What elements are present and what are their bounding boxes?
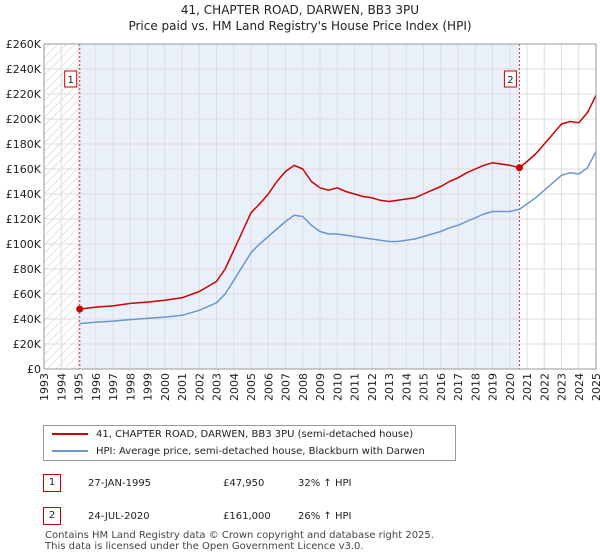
transaction-marker: 1: [43, 474, 61, 492]
x-tick-label: 2017: [452, 373, 465, 401]
legend: 41, CHAPTER ROAD, DARWEN, BB3 3PU (semi-…: [43, 425, 456, 461]
x-tick-label: 2006: [262, 373, 275, 401]
x-tick-label: 1997: [107, 373, 120, 401]
transaction-row: 1 27-JAN-1995 £47,950 32% ↑ HPI: [43, 474, 583, 494]
footer-attribution: Contains HM Land Registry data © Crown c…: [45, 530, 565, 552]
x-tick-label: 1995: [73, 373, 86, 401]
x-tick-label: 2025: [590, 373, 600, 401]
x-tick-label: 2014: [400, 373, 413, 401]
chart-subtitle: Price paid vs. HM Land Registry's House …: [128, 19, 472, 33]
x-tick-label: 1999: [142, 373, 155, 401]
x-tick-label: 2023: [556, 373, 569, 401]
x-tick-label: 2024: [573, 373, 586, 401]
plot-frame: [43, 43, 597, 370]
y-tick-label: £40K: [13, 313, 42, 326]
y-tick-label: £200K: [6, 113, 42, 126]
transaction-date: 27-JAN-1995: [88, 478, 152, 489]
x-tick-label: 2007: [280, 373, 293, 401]
x-tick-label: 2008: [297, 373, 310, 401]
x-tick-label: 2000: [159, 373, 172, 401]
x-tick-label: 2021: [521, 373, 534, 401]
y-tick-label: £80K: [13, 263, 42, 276]
y-tick-label: £120K: [6, 213, 42, 226]
y-tick-label: £180K: [6, 138, 42, 151]
annotation-label: 1: [68, 75, 74, 86]
transaction-hpi-diff: 26% ↑ HPI: [298, 511, 352, 522]
x-tick-label: 2001: [176, 373, 189, 401]
x-tick-label: 1998: [124, 373, 137, 401]
x-tick-label: 2002: [193, 373, 206, 401]
x-tick-label: 2020: [504, 373, 517, 401]
y-tick-label: £140K: [6, 188, 42, 201]
x-tick-label: 2019: [487, 373, 500, 401]
x-tick-label: 2005: [245, 373, 258, 401]
y-tick-label: £260K: [6, 38, 42, 51]
footer-line-copyright: Contains HM Land Registry data © Crown c…: [45, 530, 434, 541]
x-tick-label: 2010: [331, 373, 344, 401]
x-tick-label: 2004: [228, 373, 241, 401]
transaction-marker: 2: [43, 507, 61, 525]
annotation-label: 2: [507, 75, 513, 86]
y-tick-label: £100K: [6, 238, 42, 251]
y-tick-label: £0: [27, 363, 41, 376]
y-tick-label: £160K: [6, 163, 42, 176]
sale-point-marker: [515, 164, 523, 172]
legend-swatch-property: [52, 433, 88, 435]
x-tick-label: 2016: [435, 373, 448, 401]
footer-line-licence: This data is licensed under the Open Gov…: [45, 541, 364, 552]
hatched-region: [44, 44, 80, 369]
x-tick-label: 2009: [314, 373, 327, 401]
y-tick-label: £60K: [13, 288, 42, 301]
x-tick-label: 2012: [366, 373, 379, 401]
y-tick-label: £240K: [6, 63, 42, 76]
legend-item-property: 41, CHAPTER ROAD, DARWEN, BB3 3PU (semi-…: [52, 427, 413, 443]
chart-title-block: 41, CHAPTER ROAD, DARWEN, BB3 3PU Price …: [0, 2, 600, 34]
x-tick-label: 1996: [90, 373, 103, 401]
x-tick-label: 2013: [383, 373, 396, 401]
legend-swatch-hpi: [52, 450, 88, 452]
x-tick-label: 2018: [469, 373, 482, 401]
annotation-box: [503, 70, 517, 88]
chart-title: 41, CHAPTER ROAD, DARWEN, BB3 3PU: [180, 3, 420, 17]
y-tick-label: £220K: [6, 88, 42, 101]
series-line-hpi: [79, 151, 597, 325]
x-tick-label: 1993: [38, 373, 51, 401]
sale-point-marker: [76, 305, 84, 313]
legend-label-hpi: HPI: Average price, semi-detached house,…: [96, 446, 425, 457]
price-chart: 1 2 £0 £20K £40K £60K £80K £100K £120K £140K £160…: [6, 38, 600, 401]
legend-label-property: 41, CHAPTER ROAD, DARWEN, BB3 3PU (semi-…: [96, 429, 414, 440]
transaction-date: 24-JUL-2020: [88, 511, 150, 522]
x-tick-label: 1994: [55, 373, 68, 401]
transaction-row: 2 24-JUL-2020 £161,000 26% ↑ HPI: [43, 507, 583, 527]
transaction-price: £161,000: [223, 511, 271, 522]
legend-item-hpi: HPI: Average price, semi-detached house,…: [52, 444, 425, 460]
x-tick-label: 2003: [211, 373, 224, 401]
x-tick-label: 2011: [349, 373, 362, 401]
transaction-hpi-diff: 32% ↑ HPI: [298, 478, 352, 489]
transaction-price: £47,950: [223, 478, 265, 489]
annotation-box: [64, 70, 78, 88]
shaded-ownership-region: [79, 44, 520, 369]
x-tick-label: 2015: [418, 373, 431, 401]
x-tick-label: 2022: [538, 373, 551, 401]
y-tick-label: £20K: [13, 338, 42, 351]
